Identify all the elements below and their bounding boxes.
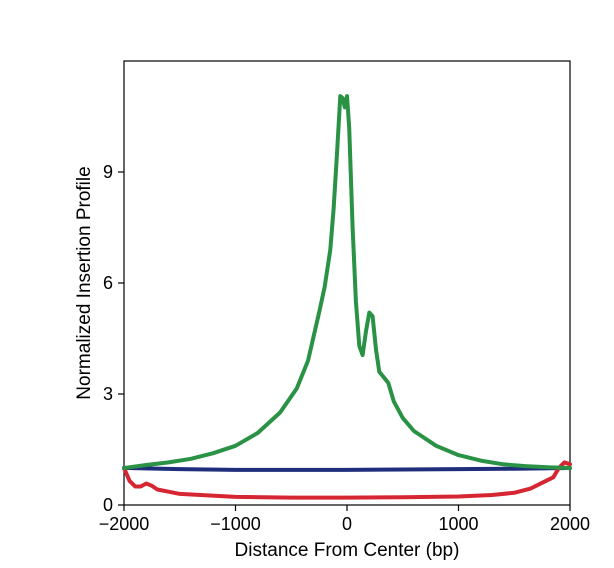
series-line-1 xyxy=(122,466,572,472)
y-tick-label: 9 xyxy=(103,162,113,182)
series-line-3 xyxy=(122,94,572,470)
y-axis-label: Normalized Insertion Profile xyxy=(74,166,95,399)
y-tick-label: 0 xyxy=(103,495,113,515)
y-tick-label: 6 xyxy=(103,273,113,293)
plot-frame xyxy=(123,60,571,506)
y-axis-ticks: 0 3 6 9 xyxy=(103,162,124,515)
series-lines xyxy=(122,94,572,500)
y-tick-label: 3 xyxy=(103,384,113,404)
x-axis-label: Distance From Center (bp) xyxy=(235,540,460,561)
x-tick-label: 0 xyxy=(342,514,352,534)
x-tick-label: −1000 xyxy=(210,514,261,534)
x-axis-ticks: −2000 −1000 0 1000 2000 xyxy=(99,505,590,534)
x-tick-label: −2000 xyxy=(99,514,150,534)
x-tick-label: 1000 xyxy=(438,514,478,534)
x-tick-label: 2000 xyxy=(550,514,590,534)
series-line-2 xyxy=(122,460,572,500)
